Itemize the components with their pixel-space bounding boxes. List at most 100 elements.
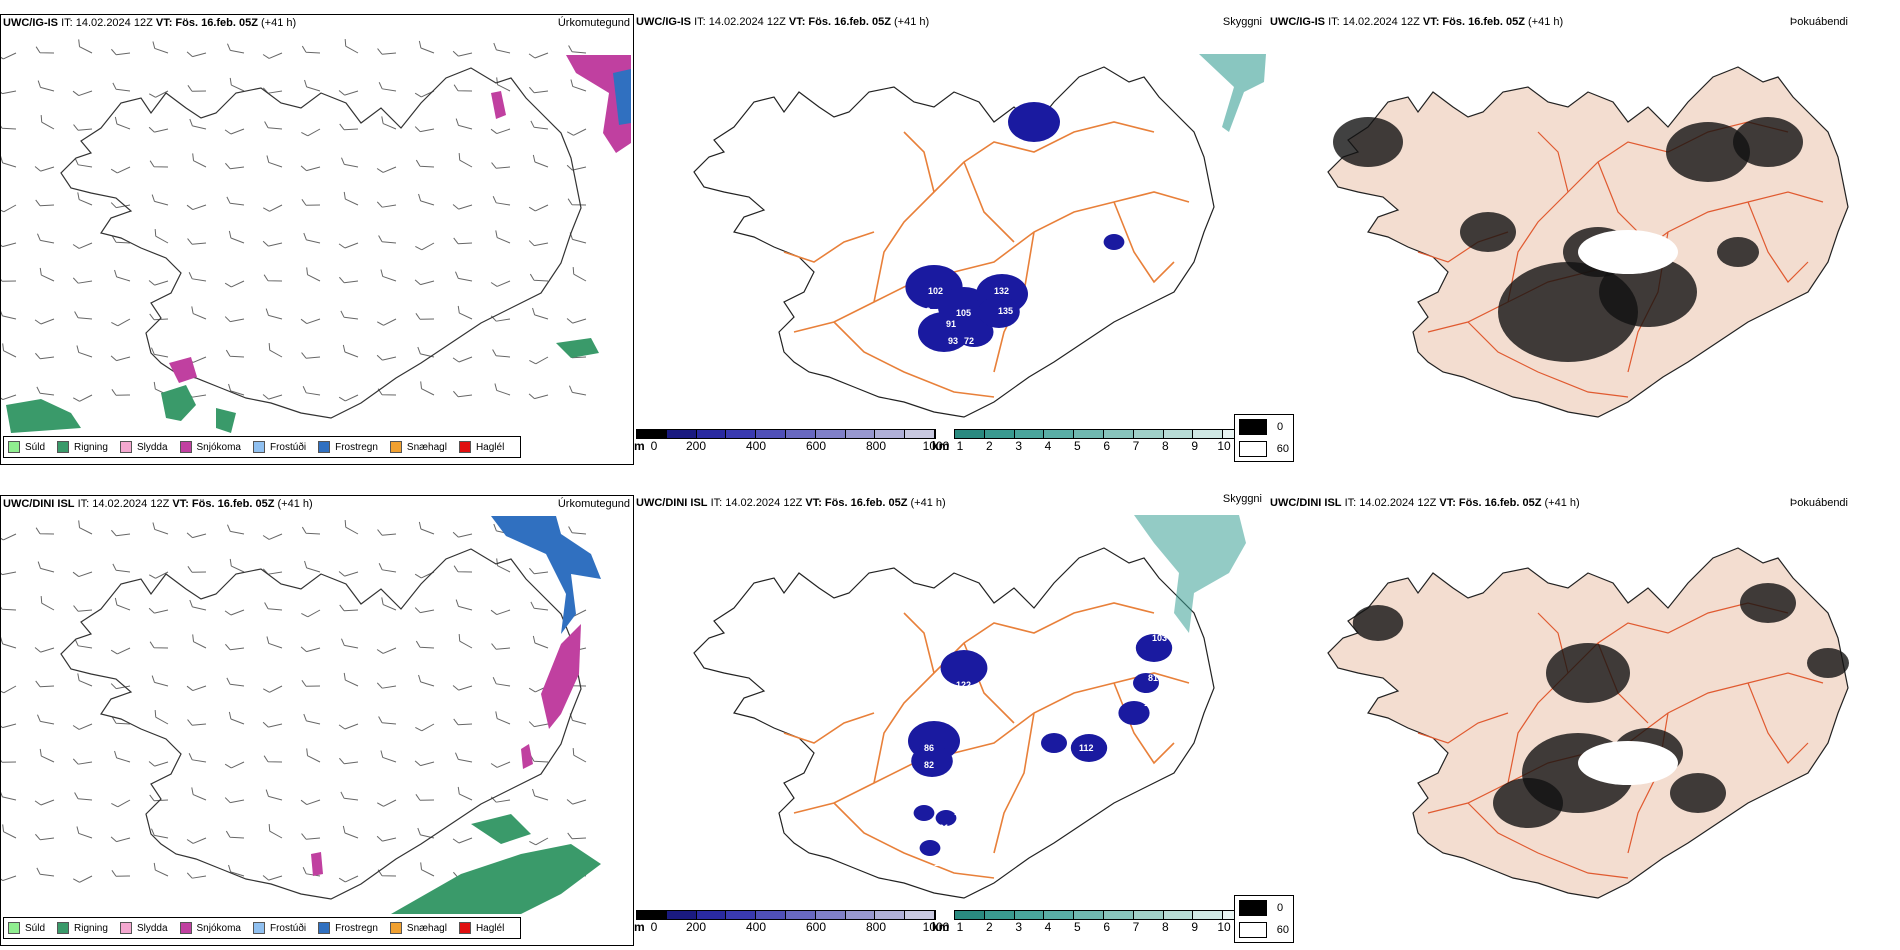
- init-time: IT: 14.02.2024 12Z: [77, 498, 173, 510]
- lead-time: (+41 h): [907, 497, 946, 509]
- wind-barb: [1, 241, 17, 248]
- wind-barb: [152, 41, 169, 54]
- cloud-base-areas: [905, 102, 1125, 352]
- wind-barb: [341, 638, 359, 649]
- colorbar-step: [1014, 911, 1045, 919]
- wind-barb: [376, 354, 397, 361]
- legend-label: Rigning: [74, 441, 108, 453]
- wind-barb: [36, 867, 55, 877]
- wind-barb: [300, 165, 321, 172]
- wind-barb: [2, 343, 17, 358]
- cloud-base-value: 132: [994, 286, 1009, 296]
- wind-barb: [110, 647, 131, 655]
- legend-item: Slydda: [119, 441, 168, 453]
- fog-legend-label: 0: [1277, 421, 1284, 433]
- wind-barb: [262, 204, 283, 212]
- colorbar-step: [1163, 911, 1194, 919]
- wind-barb: [110, 836, 131, 843]
- wind-barb: [74, 158, 93, 168]
- model-name: UWC/IG-IS: [636, 16, 691, 28]
- wind-barb: [339, 276, 359, 284]
- legend-swatch: [318, 441, 331, 453]
- panel-header: UWC/DINI ISL IT: 14.02.2024 12Z VT: Fös.…: [636, 497, 946, 509]
- wind-barb: [34, 647, 55, 653]
- wind-barb: [111, 48, 131, 56]
- wind-barb: [73, 605, 93, 612]
- wind-barb: [455, 271, 473, 282]
- wind-barb: [186, 685, 207, 692]
- legend-item: Slydda: [119, 922, 168, 934]
- wind-barb: [1, 394, 17, 401]
- colorbar-step: [984, 911, 1015, 919]
- wind-barb: [148, 607, 169, 614]
- legend-item: Snæhagl: [389, 441, 447, 453]
- fog-legend: 0 60: [1234, 414, 1294, 462]
- legend-swatch: [8, 922, 20, 934]
- wind-barb: [414, 126, 435, 133]
- glacier-area: [1578, 230, 1678, 274]
- wind-barb: [301, 609, 321, 618]
- cloud-base-value: 108: [934, 858, 949, 868]
- cloud-base-value: 113: [1165, 229, 1180, 239]
- visibility-tick: 4: [1044, 920, 1052, 934]
- wind-barb: [264, 602, 283, 611]
- wind-barb: [301, 199, 321, 206]
- visibility-tick: 5: [1073, 920, 1081, 934]
- cloudbase-panel-top: UWC/IG-IS IT: 14.02.2024 12Z VT: Fös. 16…: [634, 14, 1268, 465]
- wind-barb: [414, 760, 435, 767]
- wind-barb: [148, 280, 169, 286]
- cloud-base-areas: [908, 634, 1173, 856]
- wind-barb: [377, 529, 397, 536]
- legend-item: Frostúði: [252, 922, 306, 934]
- wind-barb: [35, 352, 55, 360]
- wind-barb: [452, 356, 473, 363]
- wind-barb: [224, 128, 245, 135]
- cloud-base-blob: [935, 810, 957, 826]
- wind-barb: [265, 308, 283, 320]
- legend-swatch: [119, 441, 132, 453]
- wind-barb: [458, 152, 473, 168]
- cloud-base-value: 116: [916, 306, 931, 316]
- visibility-tick: 2: [985, 439, 993, 453]
- wind-barb: [268, 823, 283, 839]
- height-tick: 400: [745, 920, 767, 934]
- fog-legend-swatch: [1239, 922, 1267, 938]
- colorbar-step: [666, 430, 697, 438]
- wind-barb: [495, 230, 511, 244]
- wind-barb: [452, 685, 473, 691]
- legend-item: Haglél: [458, 922, 504, 934]
- cloud-base-value: 104: [1144, 698, 1159, 708]
- colorbar-step: [905, 911, 935, 919]
- wind-barb: [112, 82, 131, 92]
- precip-map: [1, 38, 631, 433]
- cloud-base-value: 19: [954, 807, 964, 817]
- wind-barb: [528, 393, 549, 400]
- road: [833, 321, 995, 398]
- cloud-base-value: 135: [998, 306, 1013, 316]
- colorbar-step: [637, 430, 667, 438]
- wind-barb: [415, 159, 435, 168]
- colorbar-step: [1044, 911, 1075, 919]
- colorbar-step: [845, 430, 876, 438]
- fog-panel-top: UWC/IG-IS IT: 14.02.2024 12Z VT: Fös. 16…: [1234, 14, 1900, 465]
- rain-area: [556, 338, 599, 358]
- wind-barb: [151, 194, 169, 206]
- wind-barb: [528, 52, 549, 59]
- wind-barb: [1, 789, 17, 801]
- legend-item: Rigning: [57, 922, 108, 934]
- wind-barb: [344, 519, 359, 535]
- visibility-tick: 3: [1015, 920, 1022, 934]
- wind-barb: [530, 601, 549, 611]
- colorbar-step: [845, 911, 876, 919]
- cloud-base-blob: [1041, 733, 1067, 753]
- wind-barb: [342, 825, 359, 839]
- wind-barb: [263, 274, 283, 282]
- legend-label: Slydda: [136, 922, 168, 934]
- legend-swatch: [458, 922, 471, 934]
- fog-blob: [1717, 237, 1759, 267]
- fog-blob: [1740, 583, 1796, 623]
- colorbar-step: [875, 911, 906, 919]
- wind-barb: [73, 124, 93, 131]
- wind-barb: [76, 826, 93, 839]
- wind-barb: [110, 355, 131, 362]
